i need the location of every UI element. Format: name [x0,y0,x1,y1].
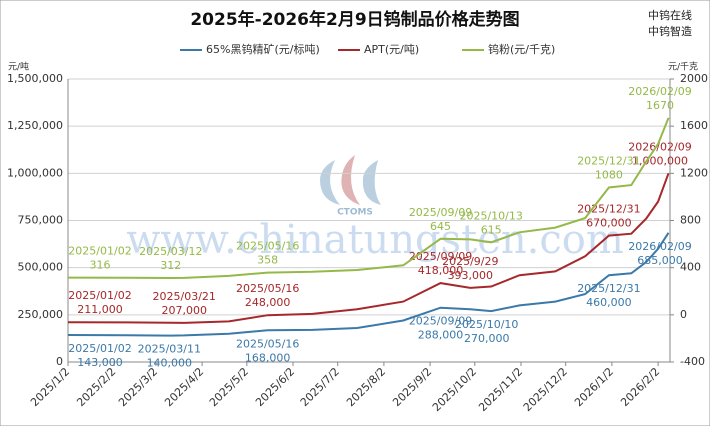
annotation-date: 2026/02/09 [628,85,691,98]
annotation-value: 207,000 [161,304,207,317]
y2-tick-label: 1200 [680,166,708,179]
annotation-date: 2025/09/09 [409,206,472,219]
y-tick-label: 1,500,000 [7,72,63,85]
annotation-value: 316 [90,259,111,272]
series-line [67,232,670,337]
annotation-value: 1,000,000 [632,154,688,167]
annotation-date: 2026/02/09 [628,240,691,253]
annotation-date: 2025/05/16 [236,337,299,350]
annotation-date: 2025/10/10 [455,318,518,331]
annotation-date: 2025/01/02 [68,289,131,302]
annotation-date: 2025/09/09 [409,250,472,263]
annotation-date: 2025/01/02 [68,342,131,355]
annotation-value: 645 [430,220,451,233]
annotation-date: 2025/12/31 [577,154,640,167]
annotation-value: 418,000 [418,264,464,277]
y-tick-label: 250,000 [18,308,64,321]
y2-tick-label: 1600 [680,119,708,132]
annotation-date: 2025/12/31 [577,282,640,295]
annotation-date: 2025/05/16 [236,282,299,295]
y2-tick-label: -400 [680,355,705,368]
series-line [67,172,670,324]
annotation-date: 2026/02/09 [628,140,691,153]
annotation-value: 140,000 [147,357,193,370]
annotation-value: 358 [257,254,278,267]
annotation-value: 460,000 [586,296,632,309]
annotation-value: 288,000 [418,329,464,342]
y-tick-label: 1,250,000 [7,119,63,132]
annotation-value: 393,000 [448,269,494,282]
brand: 中钨在线 [648,8,692,22]
annotation-date: 2025/03/12 [139,245,202,258]
annotation-value: 615 [481,223,502,236]
y-tick-label: 500,000 [18,261,64,274]
annotation-date: 2025/03/21 [153,290,216,303]
logo-text: CTOMS [337,208,373,218]
annotation-value: 685,000 [637,254,683,267]
legend-label: 钨粉(元/千克) [488,43,555,56]
annotation-value: 1670 [646,99,674,112]
annotation-date: 2025/01/02 [68,245,131,258]
y-tick-label: 750,000 [18,214,64,227]
annotation-date: 2025/10/13 [459,209,522,222]
annotation-date: 2025/09/09 [409,315,472,328]
y2-tick-label: 400 [680,261,701,274]
annotation-date: 2025/03/11 [138,343,201,356]
annotation-date: 2025/9/29 [442,255,498,268]
y2-tick-label: 2000 [680,72,708,85]
annotation-value: 1080 [595,168,623,181]
brand: 中钨智造 [648,24,692,38]
annotation-value: 143,000 [77,356,123,369]
annotation-value: 248,000 [245,296,291,309]
annotation-value: 168,000 [245,351,291,364]
y2-axis-label: 元/千克 [668,62,698,73]
legend-label: APT(元/吨) [364,43,419,56]
y-tick-label: 1,000,000 [7,166,63,179]
y2-tick-label: 800 [680,214,701,227]
y-axis-label: 元/吨 [8,61,29,73]
watermark: www.chinatungsten.com [126,217,624,263]
y-tick-label: 0 [56,355,63,368]
series-line [67,117,670,280]
annotation-date: 2025/05/16 [236,240,299,253]
chart-title: 2025年-2026年2月9日钨制品价格走势图 [190,9,519,30]
y2-tick-label: 0 [680,308,687,321]
annotation-value: 312 [160,259,181,272]
annotation-value: 211,000 [77,303,123,316]
logo [320,155,381,205]
annotation-value: 270,000 [464,332,510,345]
annotation-value: 670,000 [586,217,632,230]
legend-label: 65%黑钨精矿(元/标吨) [206,42,320,56]
annotation-date: 2025/12/31 [577,203,640,216]
